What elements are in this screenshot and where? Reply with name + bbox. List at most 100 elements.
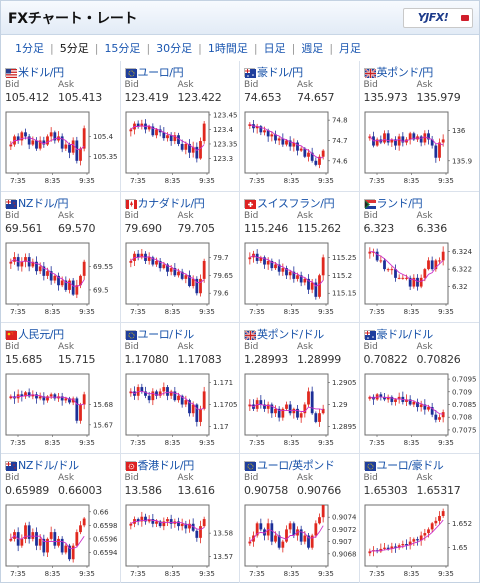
tab-1[interactable]: 5分足 <box>53 37 95 59</box>
candlestick-chart[interactable]: 7:35 8:35 9:35 0.66 0.6598 0.6596 0.6594 <box>4 503 117 581</box>
candle-body <box>386 396 390 400</box>
candlestick-chart[interactable]: 7:35 8:35 9:35 6.324 6.322 6.32 <box>363 241 476 319</box>
pair-header[interactable]: ユーロ/英ポンド <box>244 458 359 472</box>
candlestick-chart[interactable]: 7:35 8:35 9:35 115.25 115.2 115.15 <box>243 241 356 319</box>
pair-name-link[interactable]: 豪ドル/円 <box>257 66 303 79</box>
pair-name-link[interactable]: カナダドル/円 <box>137 197 205 210</box>
candle-body <box>176 521 180 527</box>
rate-card[interactable]: ランド/円 Bid Ask 6.323 6.336 7:35 8:35 9:35 6.324 6.… <box>359 192 480 323</box>
pair-name-link[interactable]: 英ポンド/円 <box>376 66 434 79</box>
candle-body <box>143 391 147 396</box>
x-tick-label: 7:35 <box>249 177 265 185</box>
candlestick-chart[interactable]: 7:35 8:35 9:35 74.8 74.7 74.6 <box>243 110 356 188</box>
tab-7[interactable]: 月足 <box>339 42 362 55</box>
pair-header[interactable]: 人民元/円 <box>5 327 120 341</box>
candle-body <box>433 414 437 420</box>
rate-card[interactable]: 米ドル/円 Bid Ask 105.412 105.413 7:35 8:35 9:35 105… <box>1 61 121 192</box>
y-tick-label: 6.324 <box>452 248 473 256</box>
candle-body <box>299 413 303 418</box>
pair-header[interactable]: 香港ドル/円 <box>124 458 240 472</box>
candlestick-chart[interactable]: 7:35 8:35 9:35 0.9074 0.9072 0.907 0.9068 <box>243 503 356 581</box>
yjfx-logo[interactable]: YJFX! <box>403 7 473 28</box>
pair-header[interactable]: ユーロ/ドル <box>124 327 240 341</box>
pair-name-link[interactable]: ユーロ/英ポンド <box>257 459 335 472</box>
rate-card[interactable]: 英ポンド/ドル Bid Ask 1.28993 1.28999 7:35 8:35 9:35 1… <box>240 323 360 454</box>
candle-body <box>292 271 296 279</box>
pair-name-link[interactable]: 豪ドル/ドル <box>376 328 434 341</box>
candlestick-chart[interactable]: 7:35 8:35 9:35 1.2905 1.29 1.2895 <box>243 372 356 450</box>
candlestick-chart[interactable]: 7:35 8:35 9:35 136 135.9 <box>363 110 476 188</box>
pair-name-link[interactable]: NZドル/ドル <box>18 459 79 472</box>
candle-body <box>310 391 314 414</box>
pair-name-link[interactable]: 香港ドル/円 <box>137 459 195 472</box>
pair-header[interactable]: NZドル/円 <box>5 196 120 210</box>
bid-value: 6.323 <box>363 222 395 235</box>
pair-header[interactable]: 豪ドル/ドル <box>363 327 480 341</box>
y-tick-label: 123.4 <box>213 126 234 134</box>
pair-header[interactable]: 英ポンド/円 <box>363 65 480 79</box>
candlestick-chart[interactable]: 7:35 8:35 9:35 13.58 13.57 <box>124 503 237 581</box>
pair-header[interactable]: NZドル/ドル <box>5 458 120 472</box>
candle-body <box>176 135 180 144</box>
pair-name-link[interactable]: ユーロ/豪ドル <box>376 459 444 472</box>
candle-body <box>307 535 310 548</box>
rate-card[interactable]: ユーロ/ドル Bid Ask 1.17080 1.17083 7:35 8:35 9:35 1.… <box>120 323 240 454</box>
rate-card[interactable]: 豪ドル/ドル Bid Ask 0.70822 0.70826 7:35 8:35 9:35 0.… <box>359 323 480 454</box>
pair-header[interactable]: ランド/円 <box>363 196 480 210</box>
pair-header[interactable]: 英ポンド/ドル <box>244 327 359 341</box>
ask-value: 1.28999 <box>297 353 342 366</box>
pair-header[interactable]: 米ドル/円 <box>5 65 120 79</box>
rate-card[interactable]: NZドル/ドル Bid Ask 0.65989 0.66003 7:35 8:35 9:35 0… <box>1 454 121 583</box>
rate-card[interactable]: 豪ドル/円 Bid Ask 74.653 74.657 7:35 8:35 9:35 74.8 7… <box>240 61 360 192</box>
moving-average-line <box>369 251 444 282</box>
pair-name-link[interactable]: ランド/円 <box>376 197 423 210</box>
candlestick-chart[interactable]: 7:35 8:35 9:35 1.652 1.65 <box>363 503 476 581</box>
candle-body <box>318 156 321 165</box>
tab-2[interactable]: 15分足 <box>104 42 141 55</box>
pair-name-link[interactable]: 人民元/円 <box>18 328 64 341</box>
rate-card[interactable]: 人民元/円 Bid Ask 15.685 15.715 7:35 8:35 9:35 15.68… <box>1 323 121 454</box>
candle-body <box>53 132 57 141</box>
pair-name-link[interactable]: ユーロ/円 <box>137 66 184 79</box>
pair-name-link[interactable]: 米ドル/円 <box>18 66 64 79</box>
candle-body <box>38 396 42 399</box>
pair-header[interactable]: ユーロ/円 <box>124 65 240 79</box>
candlestick-chart[interactable]: 7:35 8:35 9:35 105.4 105.35 <box>4 110 117 188</box>
rate-card[interactable]: NZドル/円 Bid Ask 69.561 69.570 7:35 8:35 9:35 69.5… <box>1 192 121 323</box>
pair-name-link[interactable]: 英ポンド/ドル <box>257 328 324 341</box>
rate-card[interactable]: ユーロ/豪ドル Bid Ask 1.65303 1.65317 7:35 8:35 9:35 1… <box>360 454 480 583</box>
candlestick-chart[interactable]: 7:35 8:35 9:35 123.45 123.4 123.35 123.3 <box>124 110 237 188</box>
tab-0[interactable]: 1分足 <box>15 42 44 55</box>
pair-name-link[interactable]: NZドル/円 <box>18 197 69 210</box>
rate-card[interactable]: ユーロ/円 Bid Ask 123.419 123.422 7:35 8:35 9:35 123… <box>120 61 240 192</box>
rate-card[interactable]: ユーロ/英ポンド Bid Ask 0.90758 0.90766 7:35 8:35 9:35… <box>240 454 360 583</box>
pair-header[interactable]: スイスフラン/円 <box>244 196 359 210</box>
pair-header[interactable]: カナダドル/円 <box>124 196 240 210</box>
candlestick-chart[interactable]: 7:35 8:35 9:35 69.55 69.5 <box>4 241 117 319</box>
rate-card[interactable]: カナダドル/円 Bid Ask 79.690 79.705 7:35 8:35 9:35 79.… <box>120 192 240 323</box>
candlestick-chart[interactable]: 7:35 8:35 9:35 0.7095 0.709 0.7085 0.708 0.7075 <box>363 372 476 450</box>
bid-value: 135.973 <box>363 91 408 104</box>
rate-card[interactable]: 英ポンド/円 Bid Ask 135.973 135.979 7:35 8:35 9:35 13… <box>359 61 480 192</box>
pair-name-link[interactable]: ユーロ/ドル <box>137 328 195 341</box>
tab-6[interactable]: 週足 <box>301 42 324 55</box>
rate-card[interactable]: 香港ドル/円 Bid Ask 13.586 13.616 7:35 8:35 9:35 13.5… <box>121 454 240 583</box>
candle-body <box>82 518 86 526</box>
candlestick-chart[interactable]: 7:35 8:35 9:35 1.171 1.1705 1.17 <box>124 372 237 450</box>
candlestick-chart[interactable]: 7:35 8:35 9:35 15.68 15.67 <box>4 372 117 450</box>
tab-3[interactable]: 30分足 <box>156 42 193 55</box>
candle-body <box>35 532 38 546</box>
pair-header[interactable]: ユーロ/豪ドル <box>363 458 480 472</box>
candlestick-chart[interactable]: 7:35 8:35 9:35 79.7 79.65 79.6 <box>124 241 237 319</box>
x-tick-label: 7:35 <box>10 308 26 316</box>
rate-card[interactable]: スイスフラン/円 Bid Ask 115.246 115.262 7:35 8:35 9:35… <box>240 192 360 323</box>
candle-body <box>310 152 314 161</box>
logo-badge-icon <box>461 14 469 21</box>
ask-value: 13.616 <box>177 484 215 497</box>
pair-name-link[interactable]: スイスフラン/円 <box>257 197 335 210</box>
pair-header[interactable]: 豪ドル/円 <box>244 65 359 79</box>
x-tick-label: 7:35 <box>130 308 146 316</box>
chart-frame <box>125 373 209 436</box>
tab-4[interactable]: 1時間足 <box>207 42 248 55</box>
tab-5[interactable]: 日足 <box>263 42 286 55</box>
